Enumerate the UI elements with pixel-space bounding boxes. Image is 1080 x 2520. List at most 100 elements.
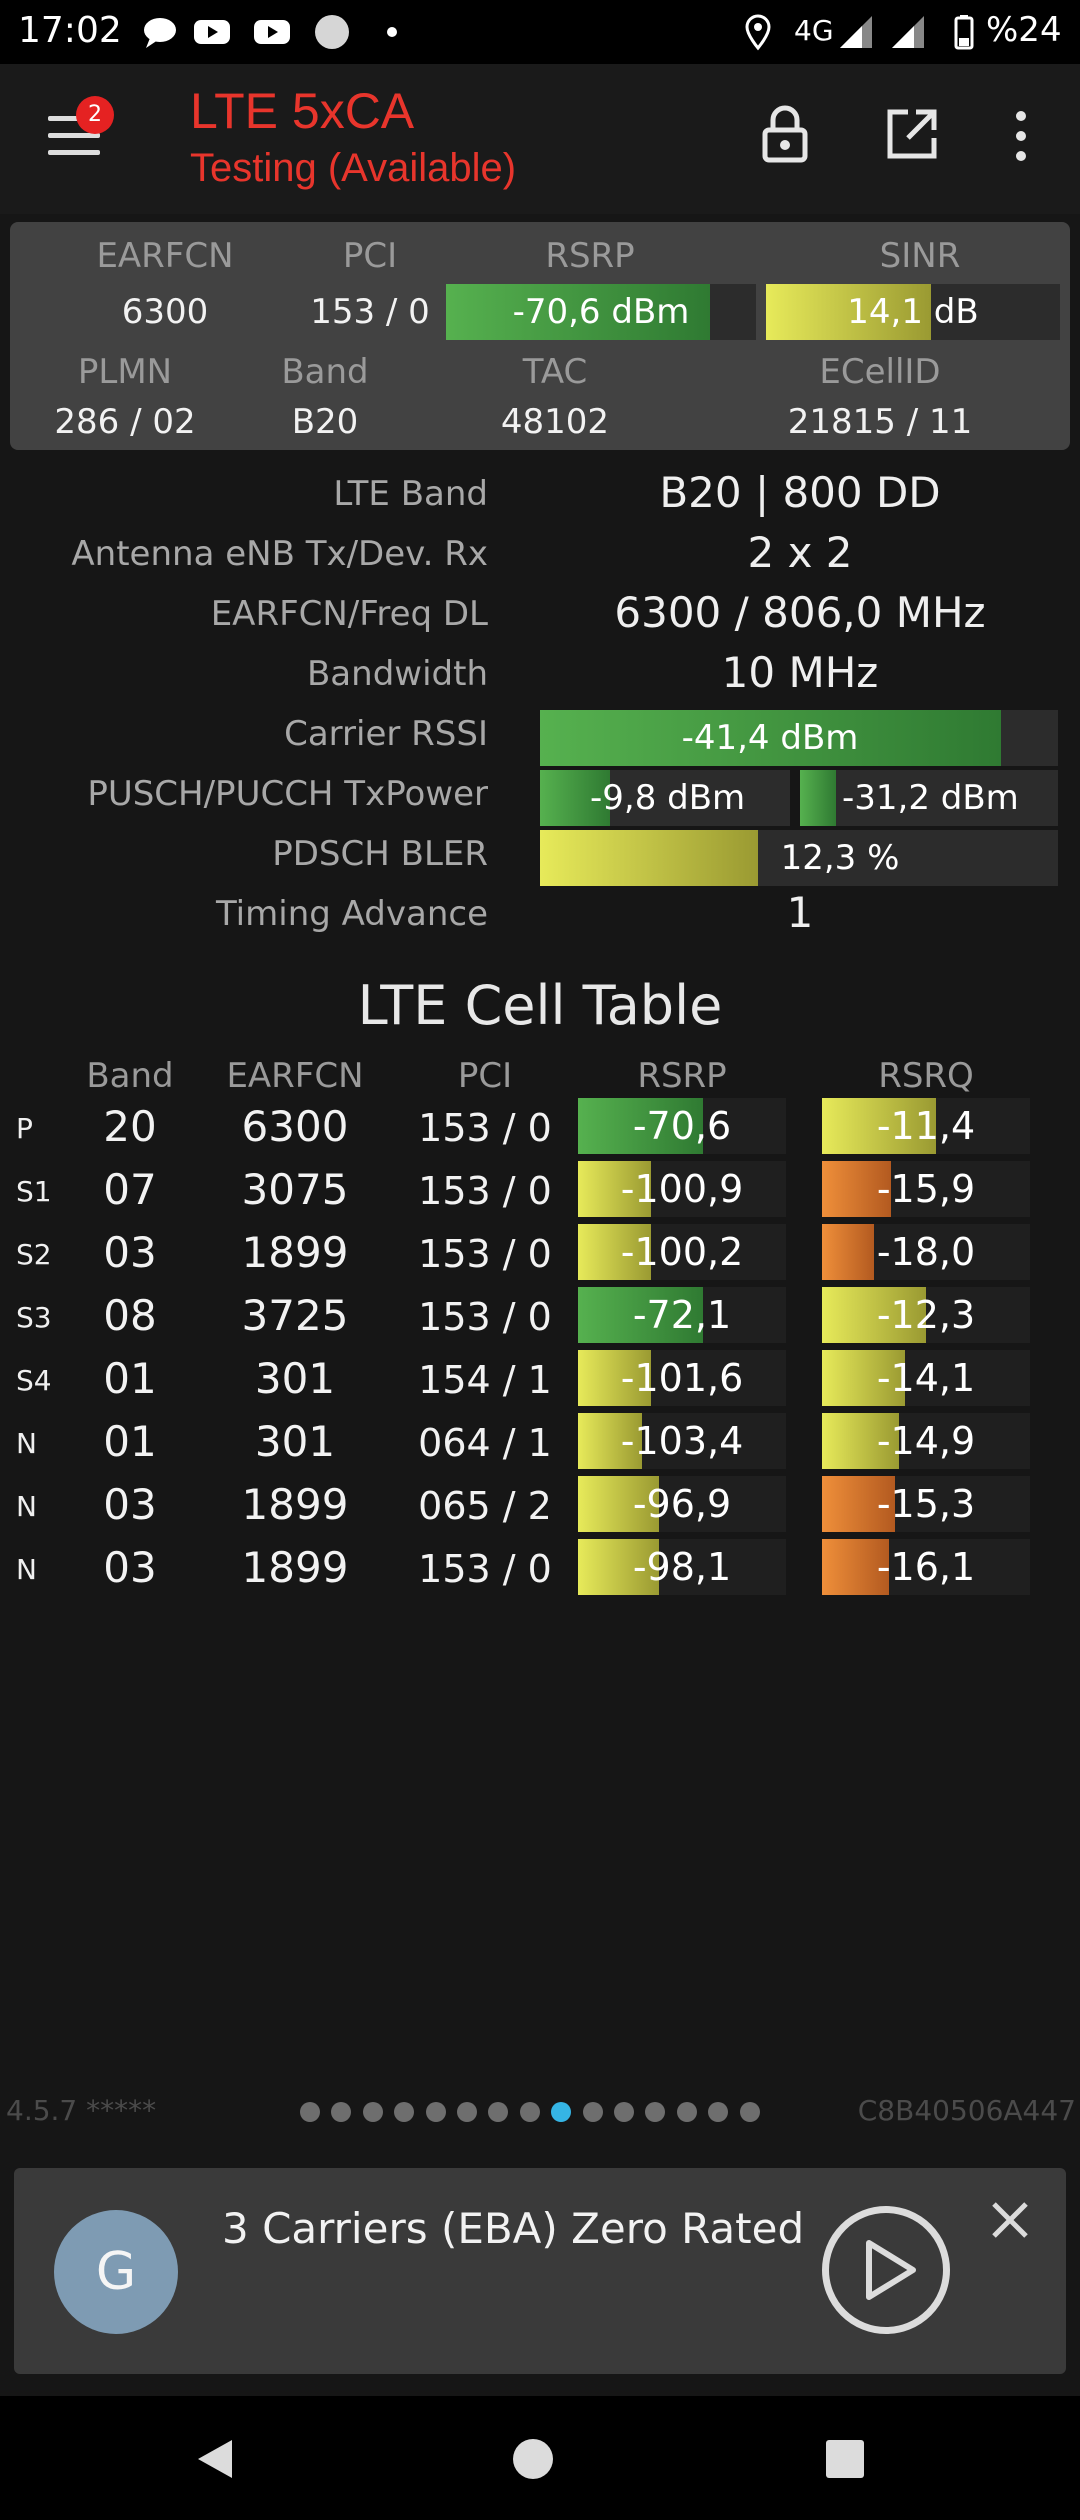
avatar: G <box>54 2210 178 2334</box>
cell-rsrp-bar: -70,6 <box>578 1098 786 1154</box>
pci-header: PCI <box>342 236 398 276</box>
cell-type: N <box>16 1490 37 1523</box>
close-icon[interactable] <box>986 2196 1034 2244</box>
bandwidth-label: Bandwidth <box>306 654 488 694</box>
battery-level: %24 <box>986 10 1062 50</box>
page-dot[interactable] <box>614 2102 634 2122</box>
page-dot[interactable] <box>331 2102 352 2122</box>
page-dot-active[interactable] <box>551 2102 572 2122</box>
cell-rsrq: -14,9 <box>876 1419 976 1463</box>
signal-icon <box>892 16 924 48</box>
plmn-header: PLMN <box>77 352 173 392</box>
cell-rsrp-bar: -101,6 <box>578 1350 786 1406</box>
cell-earfcn: 3075 <box>241 1165 349 1214</box>
cell-band: 03 <box>103 1480 157 1529</box>
cell-rsrp: -103,4 <box>620 1419 744 1463</box>
cell-rsrq-bar-fill <box>822 1476 895 1532</box>
media-notification[interactable]: G 3 Carriers (EBA) Zero Rated <box>14 2168 1066 2374</box>
cell-pci: 064 / 1 <box>418 1421 552 1465</box>
page-dot[interactable] <box>362 2102 383 2122</box>
cell-rsrp-bar: -100,2 <box>578 1224 786 1280</box>
page-dot[interactable] <box>519 2102 540 2122</box>
home-icon[interactable] <box>510 2436 556 2482</box>
earfcn-value: 6300 <box>121 292 209 332</box>
band-value: B20 <box>291 402 359 442</box>
cell-rsrq: -14,1 <box>876 1356 976 1400</box>
chat-icon <box>144 18 176 48</box>
cell-rsrq-bar-fill <box>822 1161 891 1217</box>
network-type: 4G <box>794 14 834 47</box>
lock-icon[interactable] <box>760 104 810 164</box>
play-button[interactable] <box>822 2206 950 2334</box>
cell-rsrp: -96,9 <box>632 1482 732 1526</box>
dot-icon <box>387 27 397 37</box>
cell-rsrq-bar: -16,1 <box>822 1539 1030 1595</box>
cell-type: S4 <box>16 1364 52 1397</box>
cell-rsrp-bar: -96,9 <box>578 1476 786 1532</box>
cell-rsrp: -100,9 <box>620 1167 744 1211</box>
cell-band: 01 <box>103 1417 157 1466</box>
page-dot[interactable] <box>582 2102 603 2122</box>
cell-rsrq-bar: -18,0 <box>822 1224 1030 1280</box>
page-dot[interactable] <box>645 2102 666 2122</box>
open-external-icon[interactable] <box>884 106 940 162</box>
cell-earfcn: 301 <box>254 1354 336 1403</box>
cell-rsrp-bar-fill <box>578 1350 651 1406</box>
menu-icon[interactable] <box>48 116 100 156</box>
cell-rsrp-bar-fill <box>578 1287 703 1343</box>
cell-rsrq-bar: -15,9 <box>822 1161 1030 1217</box>
freq-value: 6300 / 806,0 MHz <box>614 588 986 637</box>
page-dot[interactable] <box>708 2102 729 2122</box>
app-version: 4.5.7 ***** <box>6 2094 157 2127</box>
carrier-rssi-bar: -41,4 dBm <box>540 710 1058 766</box>
col-earfcn: EARFCN <box>226 1056 364 1096</box>
youtube-icon <box>254 20 290 44</box>
tac-value: 48102 <box>500 402 610 442</box>
col-rsrp: RSRP <box>637 1056 727 1096</box>
cell-rsrq-bar: -12,3 <box>822 1287 1030 1343</box>
signal-icon <box>840 16 872 48</box>
col-pci: PCI <box>457 1056 513 1096</box>
page-dot[interactable] <box>457 2102 477 2122</box>
cell-table-title: LTE Cell Table <box>357 974 723 1037</box>
cell-rsrp: -100,2 <box>620 1230 744 1274</box>
recents-icon[interactable] <box>824 2438 866 2480</box>
cell-rsrq-bar-fill <box>822 1224 874 1280</box>
cell-rsrp-bar: -103,4 <box>578 1413 786 1469</box>
sinr-value: 14,1 dB <box>847 292 979 332</box>
page-dot[interactable] <box>676 2102 697 2122</box>
antenna-value: 2 x 2 <box>747 528 853 577</box>
battery-icon <box>954 15 974 50</box>
more-vert-icon[interactable] <box>1006 108 1036 164</box>
cell-rsrp-bar-fill <box>578 1161 651 1217</box>
page-dot[interactable] <box>300 2102 320 2122</box>
ecellid-header: ECellID <box>819 352 941 392</box>
pucch-bar-fill <box>800 770 837 826</box>
youtube-icon <box>194 20 230 44</box>
antenna-label: Antenna eNB Tx/Dev. Rx <box>71 534 488 574</box>
pucch-value: -31,2 dBm <box>842 778 1019 818</box>
rsrp-bar: -70,6 dBm <box>446 284 756 340</box>
page-dot[interactable] <box>425 2102 446 2122</box>
back-icon[interactable] <box>192 2436 238 2482</box>
cell-band: 01 <box>103 1354 157 1403</box>
cell-earfcn: 1899 <box>241 1543 349 1592</box>
cell-type: S3 <box>16 1301 52 1334</box>
cell-band: 03 <box>103 1543 157 1592</box>
cell-type: S2 <box>16 1238 52 1271</box>
media-title: 3 Carriers (EBA) Zero Rated <box>222 2204 805 2253</box>
bler-value: 12,3 % <box>780 838 900 878</box>
cell-band: 07 <box>103 1165 157 1214</box>
pucch-txpower-bar: -31,2 dBm <box>800 770 1058 826</box>
app-subtitle: Testing (Available) <box>190 146 517 190</box>
page-dot[interactable] <box>739 2102 760 2122</box>
timing-advance-value: 1 <box>786 888 814 937</box>
sinr-bar-fill <box>766 284 931 340</box>
freq-label: EARFCN/Freq DL <box>210 594 488 634</box>
cell-rsrp: -101,6 <box>620 1356 744 1400</box>
cell-rsrq: -15,9 <box>876 1167 976 1211</box>
page-dot[interactable] <box>394 2102 415 2122</box>
page-dot[interactable] <box>488 2102 509 2122</box>
bler-bar: 12,3 % <box>540 830 1058 886</box>
cell-pci: 065 / 2 <box>418 1484 552 1528</box>
